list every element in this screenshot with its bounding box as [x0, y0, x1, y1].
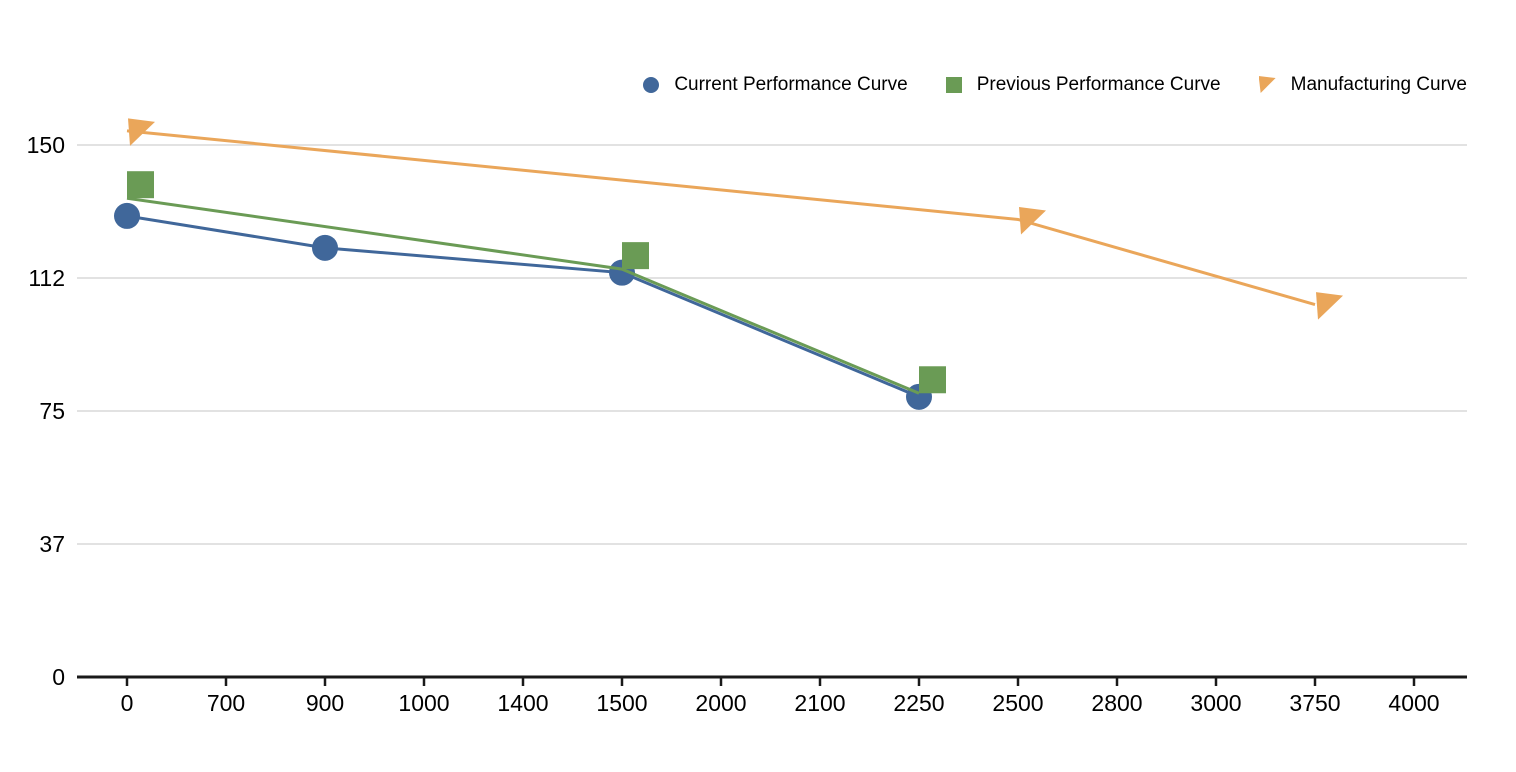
x-axis-label: 1500 — [596, 690, 647, 716]
previous-performance-curve-point-1 — [622, 242, 649, 270]
x-axis-label: 1400 — [497, 690, 548, 716]
triangle-marker-icon — [1258, 76, 1276, 93]
y-axis-label: 112 — [28, 265, 65, 291]
x-axis-label: 2100 — [794, 690, 845, 716]
current-performance-curve-line — [126, 214, 920, 399]
square-marker-icon — [945, 76, 962, 93]
current-performance-curve-point-1 — [312, 234, 338, 261]
x-axis-label: 700 — [207, 690, 245, 716]
x-axis-label: 900 — [306, 690, 344, 716]
legend-item-previous-performance-curve: Previous Performance Curve — [945, 74, 1221, 95]
x-axis-label: 3000 — [1190, 690, 1241, 716]
legend-item-current-performance-curve: Current Performance Curve — [643, 74, 908, 95]
x-axis-label: 2500 — [992, 690, 1043, 716]
current-performance-curve-point-0 — [114, 202, 140, 229]
manufacturing-curve-line — [126, 129, 1316, 307]
manufacturing-curve-point-2 — [1316, 292, 1343, 320]
legend-label: Current Performance Curve — [674, 74, 908, 95]
chart-legend: Current Performance Curve Previous Perfor… — [643, 75, 1467, 94]
previous-performance-curve-line — [126, 196, 920, 395]
previous-performance-curve-point-0 — [127, 171, 154, 199]
x-axis-label: 1000 — [398, 690, 449, 716]
y-axis-label: 0 — [52, 664, 65, 690]
x-axis-label: 4000 — [1388, 690, 1439, 716]
circle-marker-icon — [643, 76, 660, 93]
y-axis-label: 150 — [27, 132, 65, 158]
legend-item-manufacturing-curve: Manufacturing Curve — [1258, 74, 1467, 95]
x-axis-label: 2800 — [1091, 690, 1142, 716]
previous-performance-curve-point-2 — [919, 366, 946, 394]
manufacturing-curve-point-1 — [1019, 206, 1046, 235]
legend-label: Manufacturing Curve — [1290, 74, 1467, 95]
x-axis-label: 3750 — [1289, 690, 1340, 716]
legend-label: Previous Performance Curve — [976, 74, 1221, 95]
manufacturing-curve-point-0 — [128, 118, 155, 146]
x-axis-label: 2000 — [695, 690, 746, 716]
x-axis-label: 2250 — [893, 690, 944, 716]
y-axis-label: 75 — [39, 398, 65, 424]
y-axis-label: 37 — [39, 531, 65, 557]
x-axis-label: 0 — [121, 690, 134, 716]
